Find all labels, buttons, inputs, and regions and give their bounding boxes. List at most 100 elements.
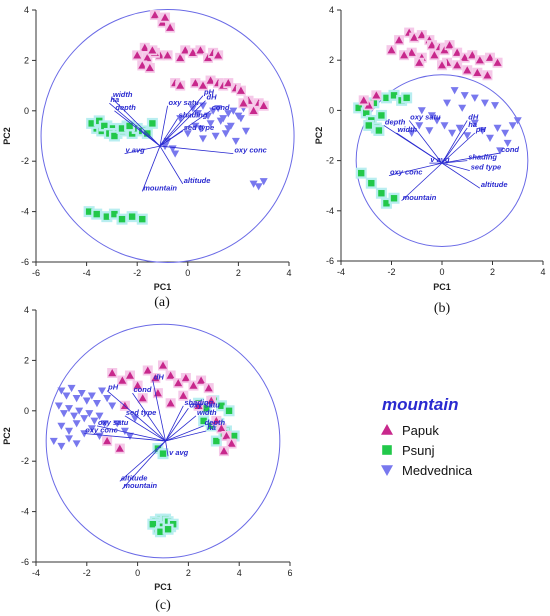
point-medvednica-a	[224, 110, 233, 118]
vector-a	[159, 95, 204, 147]
panel-label-b: (b)	[434, 301, 451, 316]
vector-label-c: oxy conc	[85, 425, 118, 434]
vector-label-b: dH	[468, 112, 479, 121]
point-medvednica-a	[236, 115, 245, 123]
point-medvednica-c	[108, 402, 117, 410]
point-psunj-b	[401, 92, 413, 104]
vector-c	[165, 440, 169, 457]
point-papuk-b	[444, 40, 455, 51]
point-psunj-a	[98, 120, 110, 132]
point-papuk-c	[107, 368, 118, 378]
point-papuk-c	[203, 383, 214, 394]
point-papuk-a	[180, 45, 191, 56]
point-medvednica-c	[72, 420, 81, 428]
point-psunj-a	[146, 117, 158, 129]
vector-label-b: pH	[475, 125, 487, 134]
point-psunj-b	[353, 102, 365, 114]
point-medvednica-a	[241, 127, 250, 135]
point-psunj-a	[83, 206, 95, 218]
point-papuk-a	[213, 50, 224, 61]
y-axis-label-a: PC2	[2, 127, 12, 145]
point-papuk-b	[409, 32, 420, 43]
point-medvednica-c	[57, 422, 66, 430]
point-medvednica-b	[493, 124, 502, 132]
point-papuk-c	[221, 431, 232, 441]
vector-b	[441, 120, 468, 164]
point-papuk-c	[226, 438, 237, 449]
point-papuk-a	[248, 105, 259, 116]
point-psunj-a	[91, 208, 103, 220]
point-medvednica-c	[80, 415, 89, 423]
vector-c	[165, 405, 184, 442]
vector-label-a: v avg	[126, 146, 146, 155]
panel-c: -4 -2 0 2 4 6-6-4-2024PC1PC2pHdHcondshadingox…	[2, 305, 293, 592]
vector-b	[388, 162, 443, 177]
vector-label-a: altitude	[184, 176, 211, 185]
vector-label-c: dH	[154, 373, 165, 382]
panel-label-c: (c)	[155, 598, 171, 613]
point-psunj-b	[355, 167, 367, 179]
vector-b	[441, 127, 468, 164]
y-axis-label-c: PC2	[2, 427, 12, 445]
point-medvednica-a	[224, 125, 233, 133]
point-psunj-a	[108, 130, 120, 142]
vector-label-b: shading	[468, 153, 497, 162]
point-medvednica-b	[513, 117, 522, 125]
vector-b	[441, 162, 470, 172]
point-psunj-b	[375, 187, 387, 199]
point-papuk-b	[371, 90, 382, 101]
point-papuk-c	[150, 373, 161, 384]
point-medvednica-c	[70, 412, 79, 420]
point-medvednica-c	[98, 387, 107, 395]
point-papuk-a	[195, 45, 206, 56]
vector-a	[159, 100, 206, 147]
x-tick-label-b: -4	[337, 267, 345, 277]
vector-label-b: width	[398, 125, 418, 134]
point-papuk-a	[139, 42, 150, 53]
point-medvednica-c	[92, 400, 101, 408]
point-psunj-a	[101, 211, 113, 223]
point-medvednica-a	[216, 117, 225, 125]
vector-label-b: cond	[501, 145, 519, 154]
point-medvednica-b	[427, 112, 436, 120]
point-papuk-b	[472, 67, 483, 78]
point-medvednica-c	[72, 440, 81, 448]
point-medvednica-a	[249, 180, 258, 188]
point-medvednica-b	[425, 127, 434, 135]
point-papuk-b	[399, 50, 410, 61]
vector-a	[124, 145, 161, 155]
point-psunj-b	[388, 89, 400, 101]
point-medvednica-b	[460, 92, 469, 100]
x-tick-label-a: 2	[236, 268, 241, 278]
point-psunj-c	[223, 405, 235, 417]
point-papuk-c	[124, 370, 135, 381]
point-medvednica-c	[62, 392, 71, 400]
y-tick-label-a: -6	[21, 257, 29, 267]
correlation-circle-a	[40, 9, 295, 263]
point-papuk-b	[452, 47, 463, 58]
point-medvednica-b	[455, 124, 464, 132]
vector-c	[124, 415, 166, 442]
vector-b	[441, 162, 481, 189]
vector-label-b: mountain	[403, 193, 437, 202]
point-papuk-a	[162, 50, 173, 61]
point-psunj-b	[360, 107, 372, 119]
point-papuk-a	[132, 50, 143, 61]
point-medvednica-a	[198, 102, 207, 110]
vector-label-b: oxy conc	[390, 168, 423, 177]
point-psunj-c	[147, 518, 159, 530]
point-psunj-c	[154, 526, 166, 538]
point-psunj-a	[124, 120, 136, 132]
point-papuk-b	[416, 30, 427, 41]
correlation-circle-b	[355, 74, 529, 247]
x-tick-label-c: 2	[186, 568, 191, 578]
point-papuk-b	[437, 60, 447, 71]
point-medvednica-c	[95, 412, 104, 420]
point-psunj-a	[108, 208, 120, 220]
point-psunj-b	[380, 197, 392, 209]
x-tick-label-a: -2	[133, 268, 141, 278]
vector-label-c: v avg	[169, 448, 189, 457]
point-medvednica-c	[113, 420, 122, 428]
point-papuk-a	[258, 100, 269, 111]
point-papuk-c	[218, 446, 229, 457]
